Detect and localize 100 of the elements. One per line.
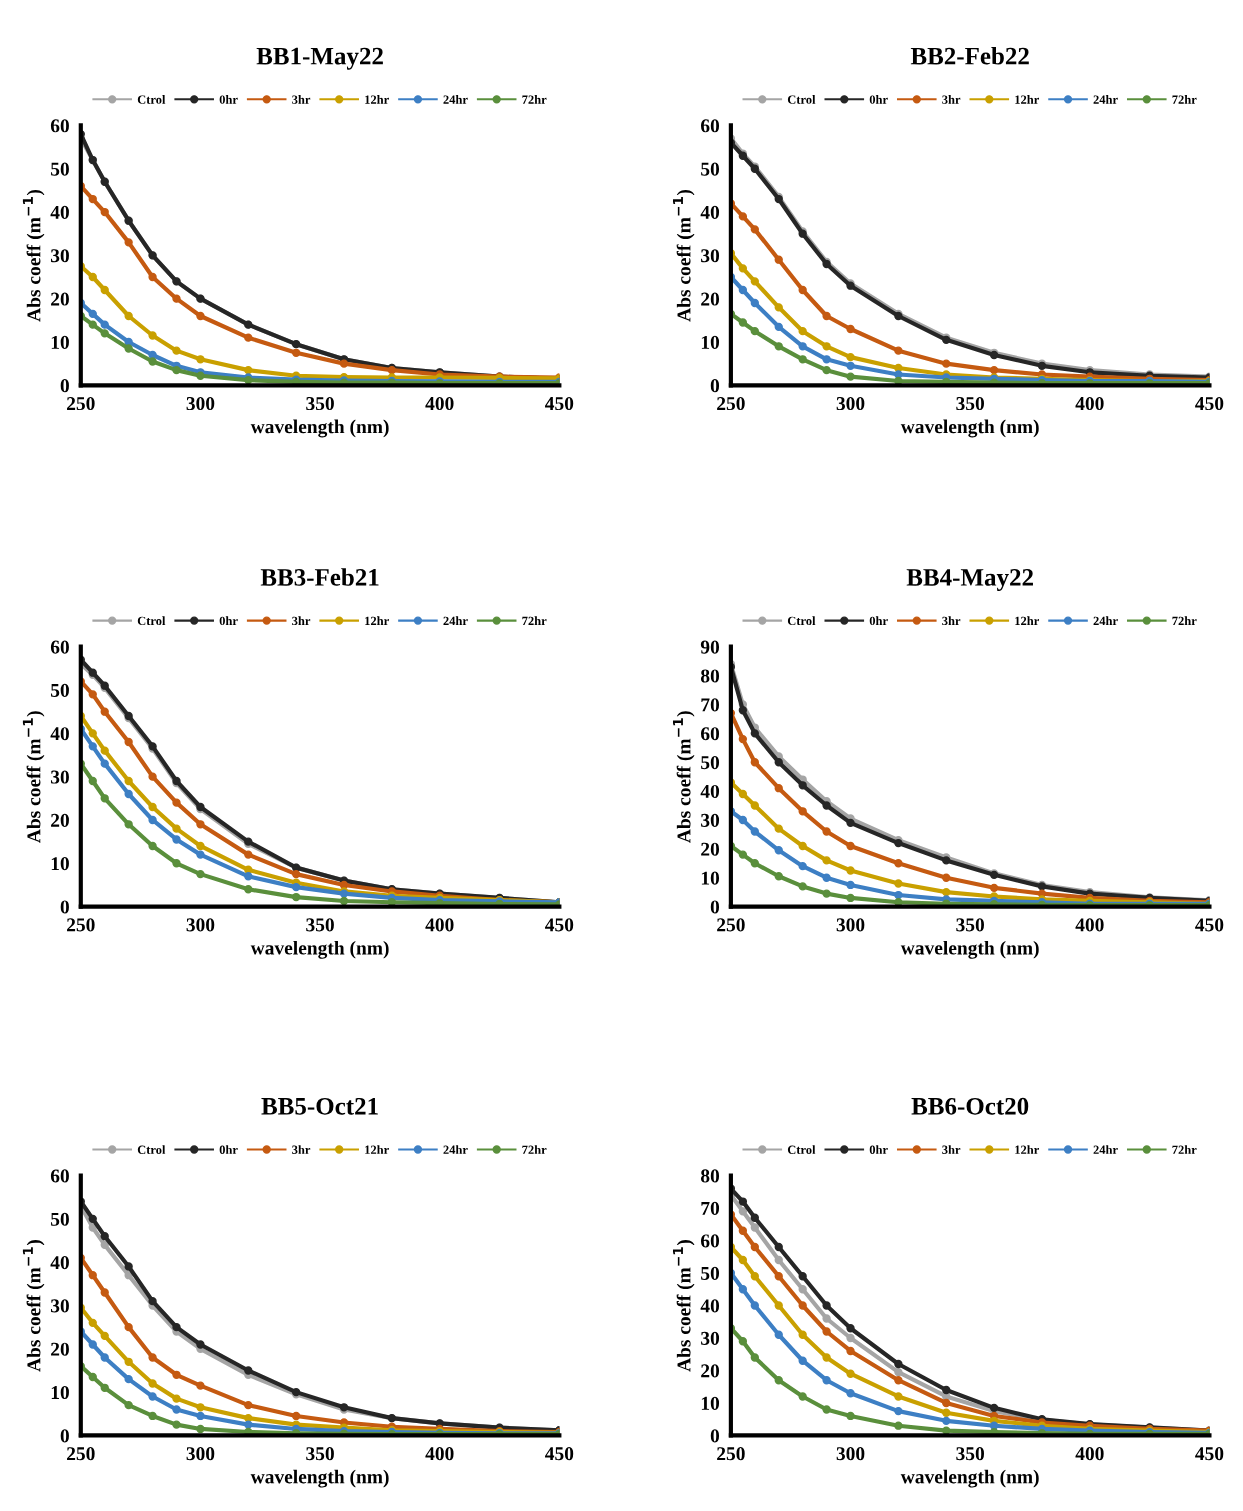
legend-label: 3hr <box>942 95 961 104</box>
legend-label: 24hr <box>443 616 468 625</box>
legend-label: Ctrol <box>137 616 166 626</box>
y-tick-label: 0 <box>710 900 720 914</box>
x-tick-label: 350 <box>306 396 334 411</box>
y-tick-label: 60 <box>50 119 69 133</box>
legend-label: 24hr <box>1093 616 1118 625</box>
x-tick-label: 400 <box>425 396 454 411</box>
legend-label: 0hr <box>219 95 238 104</box>
y-tick-label: 40 <box>50 727 69 741</box>
legend-label: 0hr <box>219 1145 238 1154</box>
x-tick-label: 300 <box>186 918 215 932</box>
y-axis-title: Abs coeff (m$^{−1}$) <box>22 189 45 322</box>
chart-title: BB1-May22 <box>256 47 383 70</box>
y-tick-label: 10 <box>51 857 69 871</box>
legend-label: Ctrol <box>787 1145 816 1154</box>
x-tick-label: 300 <box>186 1447 215 1461</box>
legend-label: 3hr <box>942 1145 961 1154</box>
legend-label: 24hr <box>443 1145 468 1154</box>
x-tick-label: 350 <box>306 1447 334 1461</box>
x-tick-label: 450 <box>545 396 574 411</box>
y-tick-label: 40 <box>700 784 720 799</box>
legend-label: 72hr <box>1172 95 1197 104</box>
legend-label: 72hr <box>522 616 547 625</box>
x-axis-title: wavelength (nm) <box>900 940 1039 959</box>
legend-label: 0hr <box>869 95 888 104</box>
legend-label: 3hr <box>942 616 961 626</box>
x-tick-label: 400 <box>1075 396 1104 411</box>
x-axis-title: wavelength (nm) <box>250 940 389 959</box>
x-tick-label: 450 <box>545 1447 574 1461</box>
y-tick-label: 80 <box>700 1169 720 1183</box>
y-tick-label: 80 <box>700 669 720 683</box>
y-tick-label: 0 <box>60 1429 69 1443</box>
y-tick-label: 30 <box>701 1331 720 1345</box>
y-tick-label: 20 <box>51 1342 69 1356</box>
y-tick-label: 30 <box>701 813 720 827</box>
legend-label: 72hr <box>1172 1145 1197 1154</box>
legend-label: 12hr <box>1015 1145 1040 1154</box>
legend-label: 3hr <box>292 1145 311 1154</box>
legend-label: Ctrol <box>787 95 816 104</box>
y-tick-label: 10 <box>701 871 720 885</box>
y-tick-label: 0 <box>710 379 720 393</box>
legend-label: 24hr <box>1093 95 1118 104</box>
x-tick-label: 250 <box>67 1447 95 1461</box>
x-axis-title: wavelength (nm) <box>900 1469 1039 1488</box>
x-tick-label: 400 <box>425 918 454 932</box>
y-axis-title: Abs coeff (m$^{−1}$) <box>673 189 695 322</box>
y-tick-label: 50 <box>51 162 69 176</box>
x-tick-label: 400 <box>1075 918 1104 932</box>
y-tick-label: 0 <box>710 1429 720 1443</box>
x-tick-label: 250 <box>717 1447 745 1461</box>
chart-title: BB6-Oct20 <box>911 1097 1029 1115</box>
legend-label: Ctrol <box>137 1145 166 1154</box>
y-tick-label: 60 <box>50 640 69 654</box>
legend-label: 12hr <box>365 95 389 104</box>
y-tick-label: 40 <box>700 1299 720 1313</box>
legend-label: 12hr <box>365 616 389 625</box>
x-tick-label: 350 <box>956 918 984 932</box>
legend-label: 0hr <box>219 616 238 626</box>
y-tick-label: 50 <box>51 683 69 697</box>
y-tick-label: 90 <box>700 640 720 654</box>
x-tick-label: 250 <box>717 396 745 411</box>
y-axis-title: Abs coeff (m$^{−1}$) <box>673 1240 695 1372</box>
x-tick-label: 450 <box>545 918 574 932</box>
x-axis-title: wavelength (nm) <box>900 419 1039 438</box>
y-tick-label: 20 <box>701 1364 720 1378</box>
x-tick-label: 350 <box>956 396 984 411</box>
y-tick-label: 40 <box>700 205 720 219</box>
x-tick-label: 450 <box>1195 918 1224 932</box>
x-tick-label: 300 <box>836 918 865 932</box>
y-axis-title: Abs coeff (m$^{−1}$) <box>22 711 45 843</box>
y-tick-label: 60 <box>700 1234 720 1248</box>
y-tick-label: 60 <box>50 1169 69 1183</box>
y-tick-label: 40 <box>50 1256 69 1270</box>
legend-label: 0hr <box>869 616 888 626</box>
x-tick-label: 350 <box>306 918 334 932</box>
y-tick-label: 10 <box>701 335 720 349</box>
y-tick-label: 10 <box>701 1396 720 1410</box>
y-tick-label: 30 <box>701 249 720 263</box>
y-tick-label: 10 <box>51 335 69 349</box>
chart-title: BB2-Feb22 <box>910 46 1029 65</box>
legend-label: 3hr <box>292 95 311 104</box>
legend-label: 72hr <box>522 95 547 104</box>
y-tick-label: 30 <box>50 249 69 263</box>
y-tick-label: 20 <box>51 292 69 306</box>
x-tick-label: 450 <box>1195 396 1224 411</box>
legend-label: 12hr <box>1015 95 1040 104</box>
x-tick-label: 250 <box>67 918 95 932</box>
y-axis-title: Abs coeff (m$^{−1}$) <box>22 1240 45 1372</box>
y-tick-label: 50 <box>701 162 720 176</box>
y-tick-label: 60 <box>700 727 720 741</box>
legend-label: 24hr <box>1093 1145 1118 1154</box>
y-tick-label: 60 <box>700 119 720 133</box>
y-tick-label: 20 <box>701 842 720 856</box>
x-tick-label: 350 <box>956 1447 984 1461</box>
legend-label: 72hr <box>522 1145 547 1154</box>
x-tick-label: 300 <box>186 396 215 411</box>
chart-title: BB4-May22 <box>906 569 1033 591</box>
y-tick-label: 70 <box>701 1201 720 1215</box>
y-axis-title: Abs coeff (m$^{−1}$) <box>673 711 695 843</box>
